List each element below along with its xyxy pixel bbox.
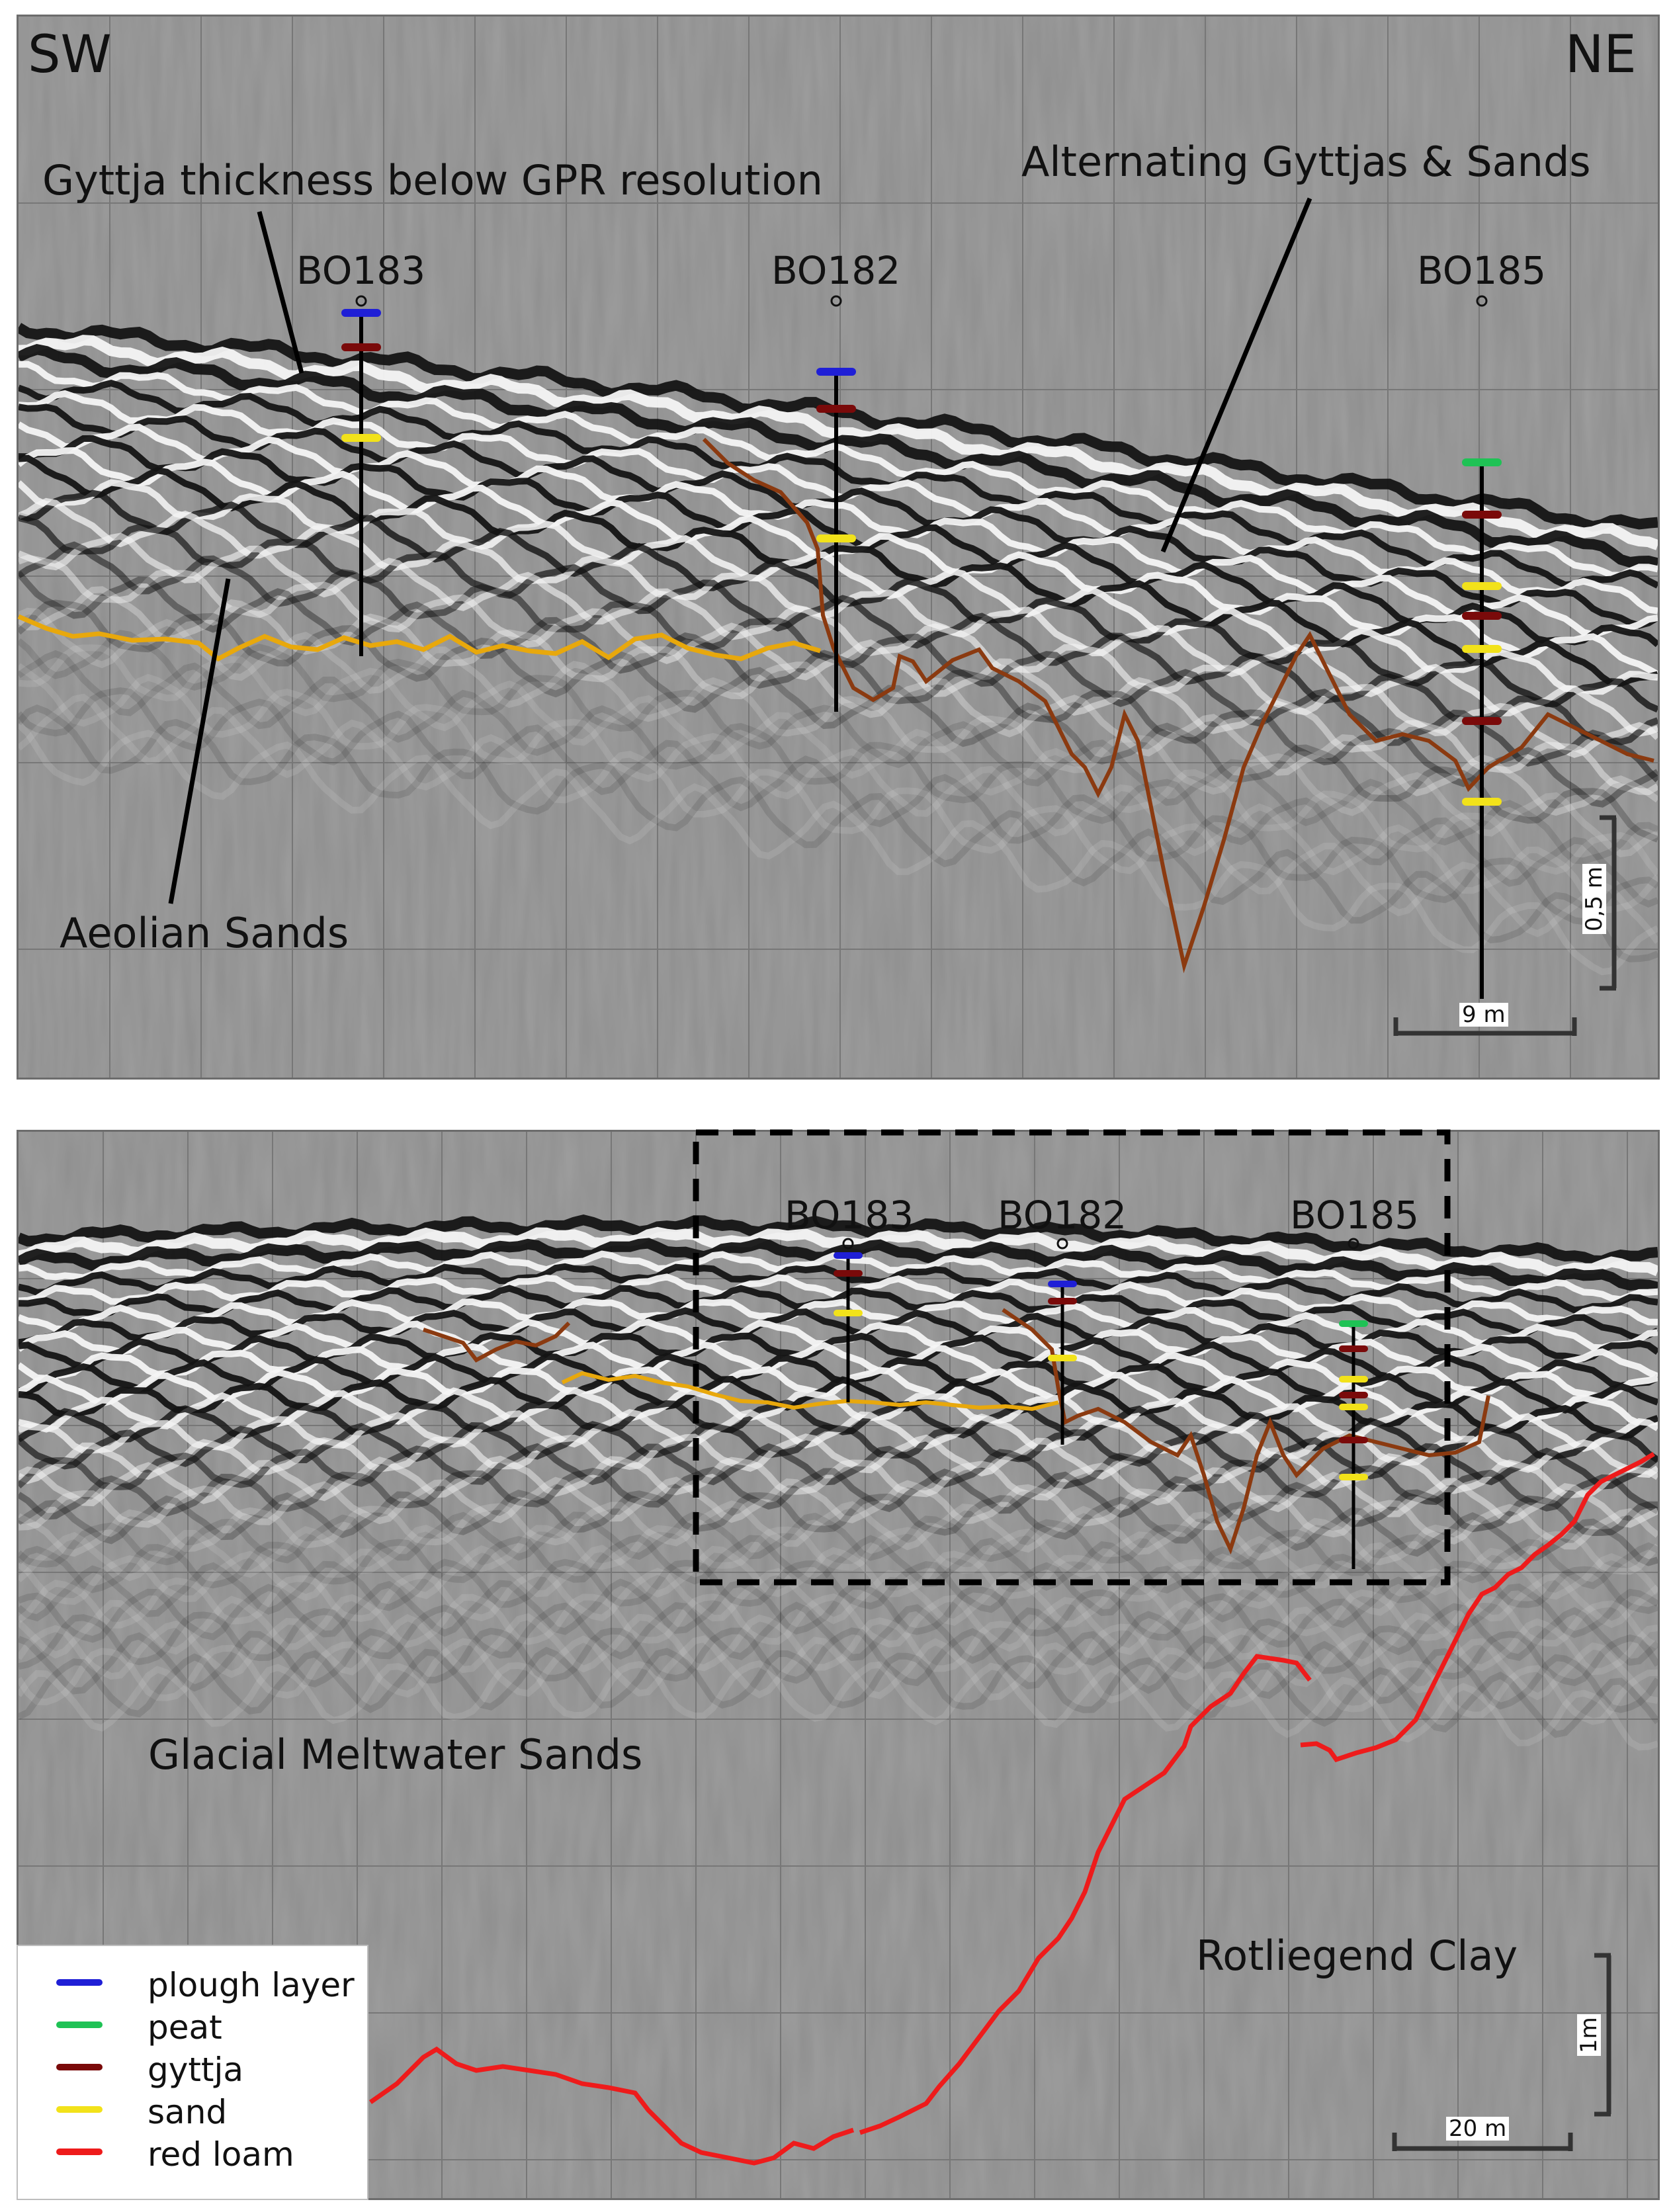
borehole-label-bo183-bottom: BO183: [785, 1193, 914, 1238]
red-loam-line-mid: [859, 1654, 1312, 2135]
legend: plough layer peat gyttja sand red loam: [17, 1945, 368, 2200]
annotation-rotliegend: Rotliegend Clay: [1196, 1932, 1518, 1980]
sand-marker: [1339, 1404, 1368, 1410]
borehole-bo185-bottom: [1339, 1238, 1368, 1569]
direction-label-ne: NE: [1565, 25, 1637, 85]
sand-marker: [1339, 1474, 1368, 1480]
plough-layer-marker: [341, 309, 381, 317]
gyttja-marker: [1462, 612, 1502, 620]
scale-label-horizontal-top: 9 m: [1459, 1003, 1508, 1027]
borehole-bo183-top: [341, 295, 381, 656]
borehole-bo183-bottom: [834, 1238, 863, 1402]
gyttja-boundary-line-left: [423, 1321, 571, 1363]
legend-swatch: [56, 2106, 103, 2113]
gyttja-boundary-line: [1002, 1308, 1490, 1555]
scale-bar-vertical-top: [1600, 815, 1617, 991]
gyttja-marker: [1339, 1392, 1368, 1398]
borehole-bo182-top: [816, 295, 856, 712]
sand-marker: [834, 1310, 863, 1316]
plough-layer-marker: [1048, 1281, 1077, 1287]
sand-marker: [1339, 1376, 1368, 1382]
interpretation-overlay-top: [17, 197, 1654, 1036]
interpretation-overlay-bottom: [368, 1129, 1655, 2166]
legend-label: plough layer: [148, 1966, 355, 2004]
sand-marker: [816, 534, 856, 542]
radargram-image-bottom: [19, 1132, 1658, 2198]
gyttja-marker: [341, 343, 381, 351]
borehole-label-bo183: BO183: [296, 248, 426, 293]
scale-label-horizontal-bottom: 20 m: [1446, 2117, 1510, 2141]
legend-label: gyttja: [148, 2051, 244, 2089]
sand-marker: [1462, 645, 1502, 653]
borehole-bo185-top: [1462, 295, 1502, 999]
legend-swatch: [56, 2064, 103, 2070]
legend-label: sand: [148, 2093, 228, 2131]
sand-marker: [1048, 1355, 1077, 1361]
leader-line-alternating: [1160, 197, 1312, 553]
sand-marker: [1462, 798, 1502, 806]
legend-label: red loam: [148, 2135, 294, 2174]
sand-boundary-line: [17, 614, 822, 662]
borehole-label-bo182-bottom: BO182: [998, 1193, 1127, 1238]
leader-line-aeolian: [168, 578, 231, 904]
scale-label-vertical-top: 0,5 m: [1581, 864, 1608, 934]
gyttja-marker: [1048, 1298, 1077, 1304]
legend-swatch: [56, 2021, 103, 2028]
gyttja-marker: [1462, 717, 1502, 725]
plough-layer-marker: [834, 1252, 863, 1259]
leader-line-gyttja-thin: [257, 211, 304, 374]
direction-label-sw: SW: [28, 25, 112, 85]
legend-swatch: [56, 1979, 103, 1986]
radargram-panel-top: [17, 15, 1660, 1080]
scale-label-vertical-bottom: 1m: [1576, 2014, 1602, 2056]
red-loam-line: [368, 2046, 855, 2166]
borehole-label-bo185-bottom: BO185: [1290, 1193, 1420, 1238]
peat-marker: [1339, 1320, 1368, 1327]
annotation-gyttja-thin: Gyttja thickness below GPR resolution: [42, 156, 823, 204]
plough-layer-marker: [816, 368, 856, 376]
annotation-alternating: Alternating Gyttjas & Sands: [1021, 138, 1591, 186]
gyttja-boundary-line: [702, 437, 1654, 974]
red-loam-line-right: [1300, 1451, 1655, 1763]
borehole-bo182-bottom: [1048, 1238, 1077, 1445]
sand-marker: [341, 434, 381, 442]
annotation-glacial-meltwater: Glacial Meltwater Sands: [148, 1730, 643, 1779]
legend-swatch: [56, 2148, 103, 2155]
gyttja-marker: [1339, 1437, 1368, 1443]
sand-boundary-line: [561, 1371, 1059, 1412]
gyttja-marker: [1462, 511, 1502, 519]
gyttja-marker: [834, 1270, 863, 1277]
sand-marker: [1462, 582, 1502, 590]
reflection-bands-bottom: [19, 1214, 1658, 1751]
scale-bar-horizontal-bottom: [1392, 2133, 1573, 2151]
detail-box: [693, 1129, 1451, 1586]
scale-bar-vertical-bottom: [1594, 1953, 1611, 2117]
borehole-label-bo185: BO185: [1417, 248, 1547, 293]
gyttja-marker: [816, 405, 856, 413]
legend-label: peat: [148, 2008, 222, 2047]
annotation-aeolian: Aeolian Sands: [60, 909, 349, 957]
peat-marker: [1462, 458, 1502, 466]
borehole-label-bo182: BO182: [771, 248, 901, 293]
scale-bar-horizontal-top: [1393, 1017, 1577, 1036]
gyttja-marker: [1339, 1345, 1368, 1352]
